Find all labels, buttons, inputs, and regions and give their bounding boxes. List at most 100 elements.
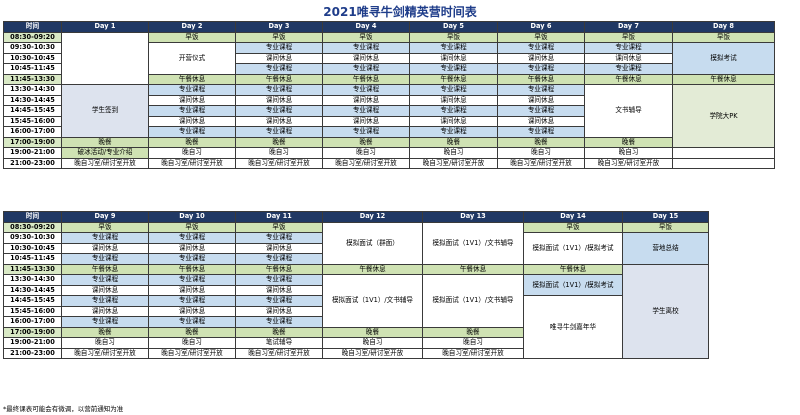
- table-header-row: 时间 Day 9 Day 10 Day 11 Day 12 Day 13 Day…: [3, 211, 709, 223]
- table-row: 21:00-23:00 晚自习室/研讨室开放 晚自习室/研讨室开放 晚自习室/研…: [3, 347, 709, 359]
- schedule-cell: 模拟面试（1V1）/文书辅导: [322, 274, 423, 328]
- day-header: Day 5: [409, 21, 498, 33]
- schedule-cell: 专业课程: [409, 42, 498, 54]
- schedule-cell: 早饭: [61, 221, 149, 233]
- time-slot: 16:00-17:00: [3, 316, 62, 328]
- schedule-cell: 专业课程: [148, 295, 236, 307]
- day-header: Day 2: [148, 21, 236, 33]
- schedule-cell: 课间休息: [148, 115, 236, 127]
- schedule-cell: 午餐休息: [422, 263, 524, 275]
- schedule-cell: 课间休息: [61, 242, 149, 254]
- schedule-cell: 专业课程: [322, 126, 410, 138]
- schedule-cell: 课间休息: [322, 115, 410, 127]
- day-header: Day 12: [322, 211, 423, 223]
- schedule-cell: 早饭: [148, 31, 236, 43]
- schedule-cell: 专业课程: [497, 84, 585, 96]
- schedule-cell: 课间休息: [235, 52, 323, 64]
- schedule-cell: 早饭: [409, 31, 498, 43]
- table-row: 11:45-13:30 午餐休息 午餐休息 午餐休息 午餐休息 午餐休息 午餐休…: [3, 263, 709, 359]
- schedule-cell: 专业课程: [409, 84, 498, 96]
- schedule-cell: 晚自习室/研讨室开放: [322, 347, 423, 359]
- schedule-cell: 午餐休息: [672, 73, 775, 85]
- schedule-cell: 早饭: [584, 31, 673, 43]
- schedule-cell: 晚自习: [322, 337, 423, 349]
- schedule-cell: 晚自习室/研讨室开放: [235, 157, 323, 169]
- empty-cell: [672, 157, 775, 169]
- day-header: Day 11: [235, 211, 323, 223]
- schedule-cell: 专业课程: [409, 105, 498, 117]
- schedule-cell: 晚自习: [148, 147, 236, 159]
- schedule-cell: 晚餐: [148, 136, 236, 148]
- schedule-cell: 课间休息: [584, 52, 673, 64]
- schedule-cell: 课间休息: [497, 94, 585, 106]
- day-header: Day 3: [235, 21, 323, 33]
- day-header: Day 4: [322, 21, 410, 33]
- schedule-cell: 专业课程: [497, 63, 585, 75]
- schedule-cell: 晚餐: [322, 136, 410, 148]
- table-row: 16:00-17:00 专业课程 专业课程 专业课程 专业课程 专业课程: [3, 126, 775, 138]
- schedule-cell: 晚自习: [422, 337, 524, 349]
- schedule-cell: 午餐休息: [235, 73, 323, 85]
- schedule-cell: 文书辅导: [584, 84, 673, 138]
- footnote: *最终课表可能会有微调，以营前通知为准: [3, 405, 124, 413]
- schedule-cell: 专业课程: [409, 63, 498, 75]
- schedule-cell: 晚自习室/研讨室开放: [322, 157, 410, 169]
- schedule-cell: 晚餐: [235, 136, 323, 148]
- schedule-cell: 晚自习: [61, 337, 149, 349]
- schedule-cell: 专业课程: [61, 295, 149, 307]
- schedule-cell: 专业课程: [497, 42, 585, 54]
- schedule-cell: 早饭: [523, 221, 623, 233]
- schedule-cell: 早饭: [672, 31, 775, 43]
- table-row: 17:00-19:00 晚餐 晚餐 晚餐 晚餐 晚餐: [3, 326, 709, 338]
- schedule-cell: 专业课程: [235, 84, 323, 96]
- day-header: Day 6: [497, 21, 585, 33]
- schedule-cell: 专业课程: [235, 126, 323, 138]
- schedule-cell: 专业课程: [148, 105, 236, 117]
- schedule-cell: 课间休息: [148, 284, 236, 296]
- schedule-cell: 专业课程: [148, 126, 236, 138]
- time-slot: 13:30-14:30: [3, 274, 62, 286]
- day-header: Day 9: [61, 211, 149, 223]
- schedule-cell: 课间休息: [148, 94, 236, 106]
- time-slot: 15:45-16:00: [3, 305, 62, 317]
- schedule-cell: 午餐休息: [148, 73, 236, 85]
- time-slot: 17:00-19:00: [3, 326, 62, 338]
- day-header: Day 10: [148, 211, 236, 223]
- schedule-cell: 课间休息: [409, 94, 498, 106]
- schedule-cell: 晚餐: [61, 326, 149, 338]
- time-slot: 08:30-09:20: [3, 221, 62, 233]
- time-header: 时间: [3, 21, 62, 33]
- schedule-cell: 晚餐: [322, 326, 423, 338]
- schedule-cell: 课间休息: [497, 115, 585, 127]
- schedule-cell: 课间休息: [148, 305, 236, 317]
- schedule-cell: 课间休息: [322, 52, 410, 64]
- time-slot: 21:00-23:00: [3, 347, 62, 359]
- schedule-cell: 晚餐: [422, 326, 524, 338]
- schedule-cell: 午餐休息: [497, 73, 585, 85]
- schedule-cell: 专业课程: [584, 63, 673, 75]
- time-slot: 08:30-09:20: [3, 31, 62, 43]
- schedule-cell: 专业课程: [409, 126, 498, 138]
- schedule-cell: 专业课程: [148, 232, 236, 244]
- day-header: Day 14: [523, 211, 623, 223]
- schedule-cell: 早饭: [235, 221, 323, 233]
- time-slot: 14:45-15:45: [3, 295, 62, 307]
- schedule-cell: 专业课程: [235, 105, 323, 117]
- schedule-cell: 专业课程: [235, 316, 323, 328]
- page-title: 2021唯寻牛剑精英营时间表: [323, 5, 477, 19]
- schedule-cell: 课间休息: [235, 305, 323, 317]
- schedule-cell: 专业课程: [61, 253, 149, 265]
- schedule-cell: 专业课程: [148, 316, 236, 328]
- schedule-cell: 专业课程: [322, 42, 410, 54]
- table-row: 14:45-15:45 专业课程 专业课程 专业课程 专业课程 专业课程: [3, 105, 775, 117]
- time-slot: 14:30-14:45: [3, 284, 62, 296]
- schedule-cell: 模拟面试（1V1）/文书辅导: [422, 274, 524, 328]
- schedule-cell: 晚自习: [322, 147, 410, 159]
- table-row: 15:45-16:00 课间休息 课间休息 课间休息 课间休息 课间休息: [3, 115, 775, 127]
- schedule-cell: 午餐休息: [235, 263, 323, 275]
- schedule-cell: 专业课程: [322, 84, 410, 96]
- schedule-cell: 课间休息: [409, 52, 498, 64]
- table-row: 19:00-21:00 晚自习 晚自习 笔试辅导 晚自习 晚自习: [3, 337, 709, 349]
- schedule-cell: 晚自习室/研讨室开放: [148, 157, 236, 169]
- schedule-cell: 唯寻牛剑嘉年华: [523, 295, 623, 359]
